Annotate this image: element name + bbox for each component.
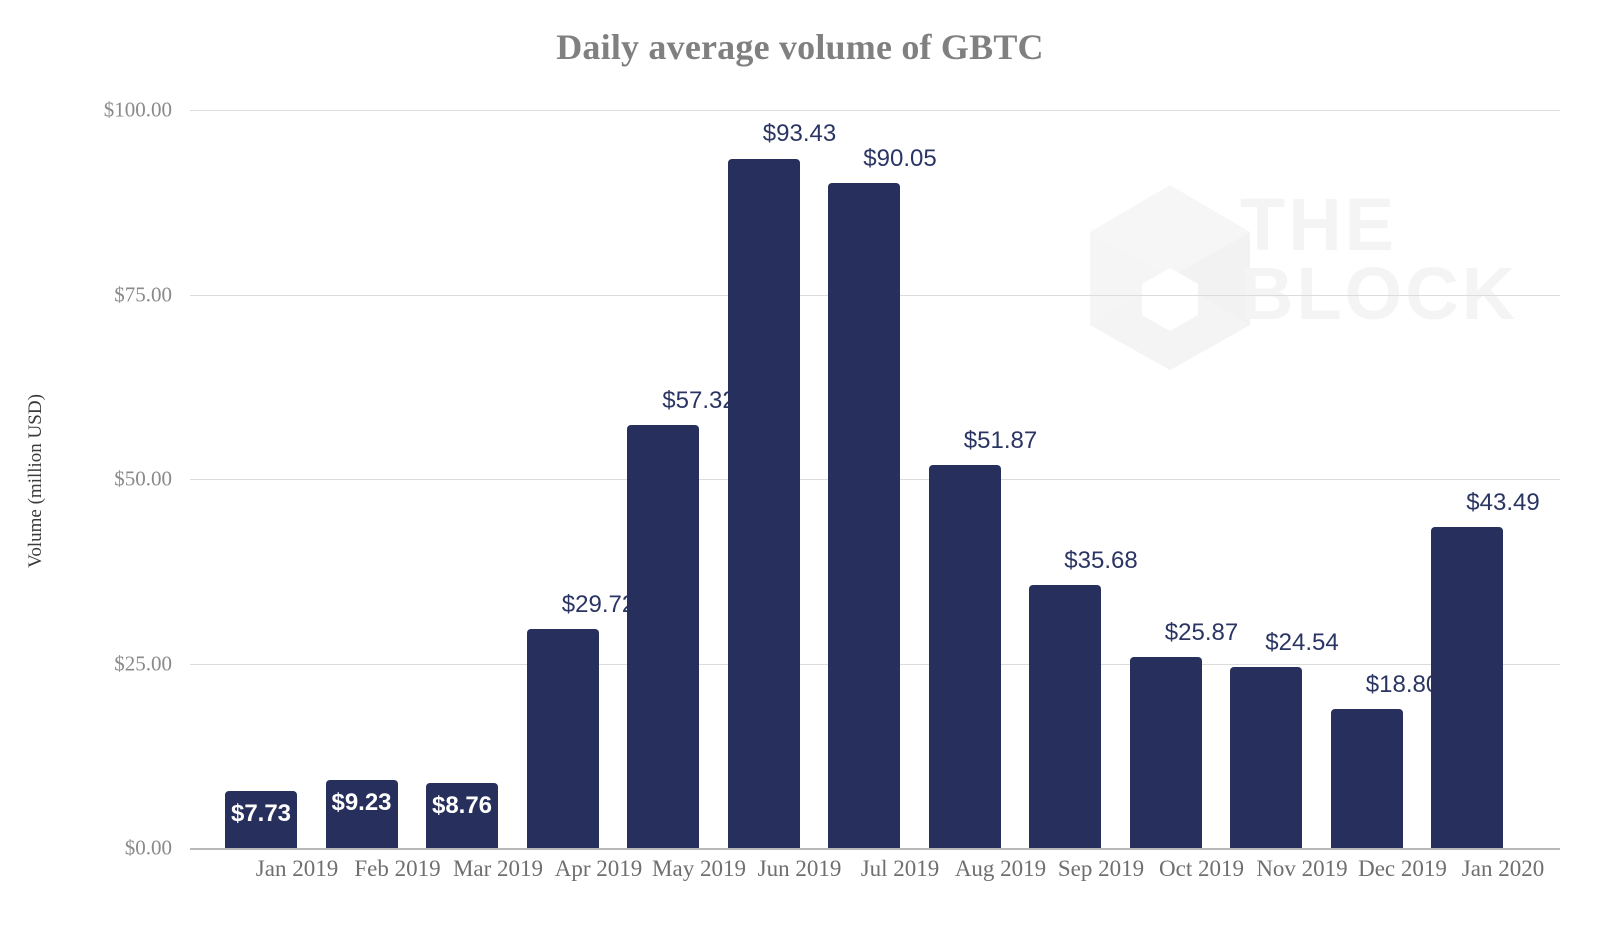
bar-value-label: $7.73: [230, 799, 292, 827]
x-axis-tick-label: Nov 2019: [1256, 856, 1348, 881]
x-axis-baseline: [190, 848, 1560, 850]
y-axis-tick-label: $75.00: [114, 282, 172, 306]
bar[interactable]: [828, 183, 900, 848]
bar-value-label: $9.23: [331, 788, 392, 816]
gridline: [190, 110, 1560, 111]
bar-value-label: $25.87: [1164, 619, 1239, 647]
the-block-watermark: THE BLOCK: [985, 185, 1545, 370]
x-axis-tick-label: Mar 2019: [452, 856, 544, 881]
x-axis-tick-label: Dec 2019: [1358, 856, 1447, 881]
x-axis-tick-label: Oct 2019: [1159, 856, 1244, 881]
bar-value-label: $29.72: [561, 590, 636, 618]
bar-value-label: $51.87: [963, 427, 1038, 455]
bar-value-label: $18.80: [1365, 671, 1440, 699]
x-axis-tick-label: Jan 2019: [255, 856, 339, 881]
bar-value-label: $43.49: [1466, 489, 1540, 517]
y-axis-title: Volume (million USD): [25, 394, 46, 568]
bar[interactable]: [526, 628, 599, 848]
x-axis-tick-label: Jan 2020: [1461, 856, 1545, 881]
y-axis-tick-label: $100.00: [103, 97, 172, 122]
bar[interactable]: [627, 424, 699, 848]
bar[interactable]: [426, 783, 498, 848]
x-axis-tick-label: Jun 2019: [757, 856, 842, 881]
bar[interactable]: [928, 465, 1001, 848]
bar-value-label: $35.68: [1064, 546, 1138, 574]
x-axis-tick-label: May 2019: [652, 856, 746, 881]
bar-value-label: $24.54: [1265, 628, 1339, 656]
y-axis-tick-label: $25.00: [114, 651, 172, 675]
bar[interactable]: [1029, 584, 1101, 848]
x-axis-tick-label: Apr 2019: [554, 856, 643, 881]
bar[interactable]: [727, 158, 800, 848]
bar[interactable]: [325, 779, 398, 848]
x-axis-tick-label: Aug 2019: [954, 856, 1047, 881]
watermark-line-1: THE: [1240, 183, 1397, 266]
bar[interactable]: [225, 790, 297, 848]
bar[interactable]: [1431, 527, 1503, 848]
the-block-watermark-text: THE BLOCK: [1240, 183, 1518, 331]
bar-value-label: $57.32: [662, 386, 736, 414]
x-axis-tick-label: Sep 2019: [1057, 856, 1145, 881]
bar[interactable]: [1330, 709, 1403, 848]
bar-value-label: $8.76: [431, 792, 493, 820]
x-axis-tick-label: Jul 2019: [860, 856, 940, 881]
y-axis-tick-label: $0.00: [124, 835, 172, 860]
the-block-hexagon-logo-icon: [1090, 185, 1250, 370]
chart-title: Daily average volume of GBTC: [556, 27, 1044, 67]
bar[interactable]: [1230, 666, 1302, 848]
x-axis-tick-label: Feb 2019: [354, 856, 441, 881]
y-axis-tick-label: $50.00: [114, 466, 172, 491]
bar[interactable]: [1129, 657, 1202, 848]
bar-value-label: $90.05: [863, 145, 937, 173]
bar-value-label: $93.43: [762, 120, 837, 148]
